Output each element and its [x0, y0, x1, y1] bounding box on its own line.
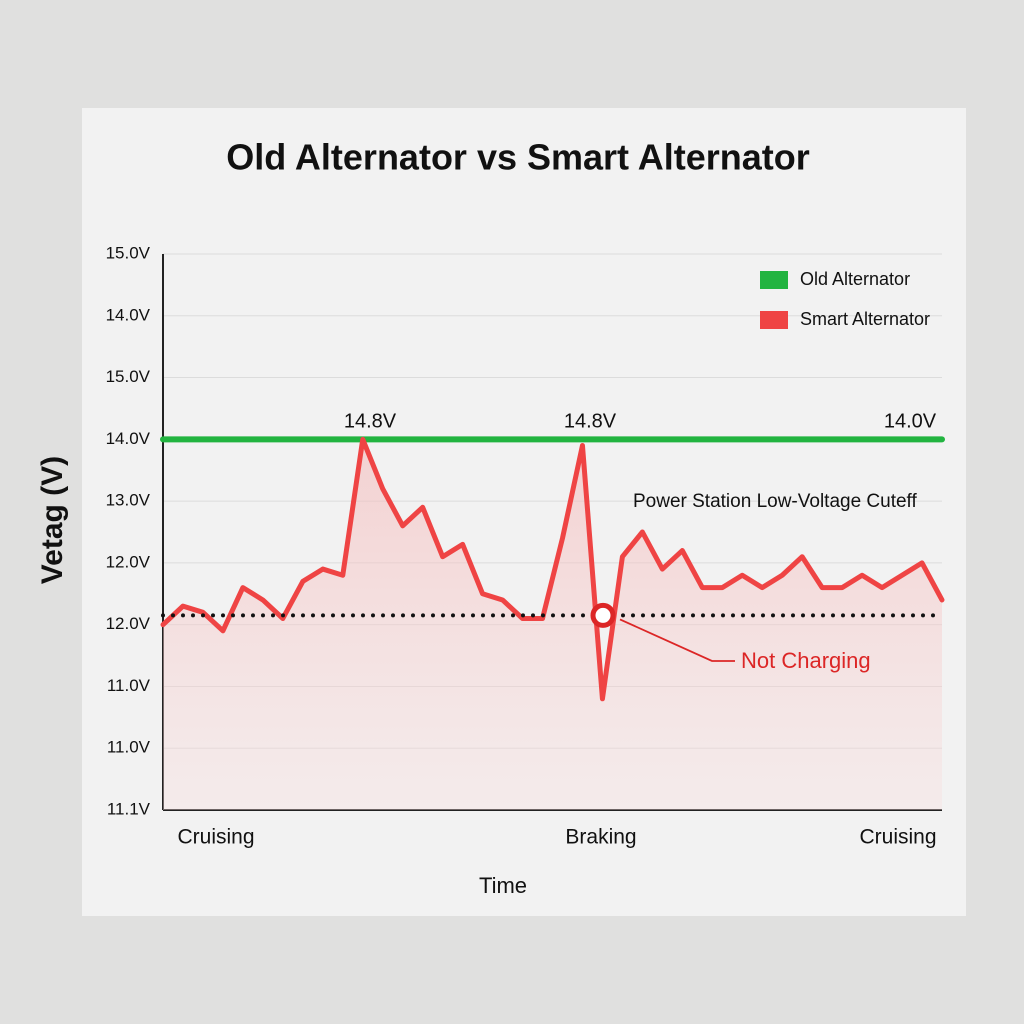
annotation: 14.8V	[564, 410, 617, 432]
legend-label: Smart Alternator	[800, 309, 930, 329]
y-tick-label: 14.0V	[106, 305, 151, 324]
legend-swatch	[760, 311, 788, 329]
y-tick-label: 15.0V	[106, 367, 151, 386]
callout-marker	[590, 602, 616, 628]
x-tick-label: Braking	[565, 826, 636, 849]
y-tick-label: 13.0V	[106, 491, 151, 510]
callout-leader	[619, 618, 735, 662]
x-axis-label: Time	[479, 873, 527, 898]
y-tick-label: 14.0V	[106, 429, 151, 448]
area	[163, 439, 942, 810]
chart-title: Old Alternator vs Smart Alternator	[226, 137, 809, 178]
y-tick-label: 11.0V	[107, 676, 151, 695]
y-tick-label: 12.0V	[106, 614, 151, 633]
y-tick-label: 11.1V	[107, 799, 151, 818]
cutoff-label: Power Station Low-Voltage Cuteff	[633, 491, 917, 512]
x-tick-label: Cruising	[177, 826, 254, 849]
legend-label: Old Alternator	[800, 269, 910, 289]
annotation: 14.0V	[884, 410, 937, 432]
y-tick-label: 12.0V	[106, 552, 151, 571]
line	[160, 436, 945, 702]
y-tick-label: 15.0V	[106, 243, 151, 262]
y-axis-label: Vetag (V)	[36, 456, 69, 584]
x-tick-label: Cruising	[859, 826, 936, 849]
callout-label: Not Charging	[741, 648, 871, 673]
legend-swatch	[760, 271, 788, 289]
annotation: 14.8V	[344, 410, 397, 432]
y-tick-label: 11.0V	[107, 738, 151, 757]
